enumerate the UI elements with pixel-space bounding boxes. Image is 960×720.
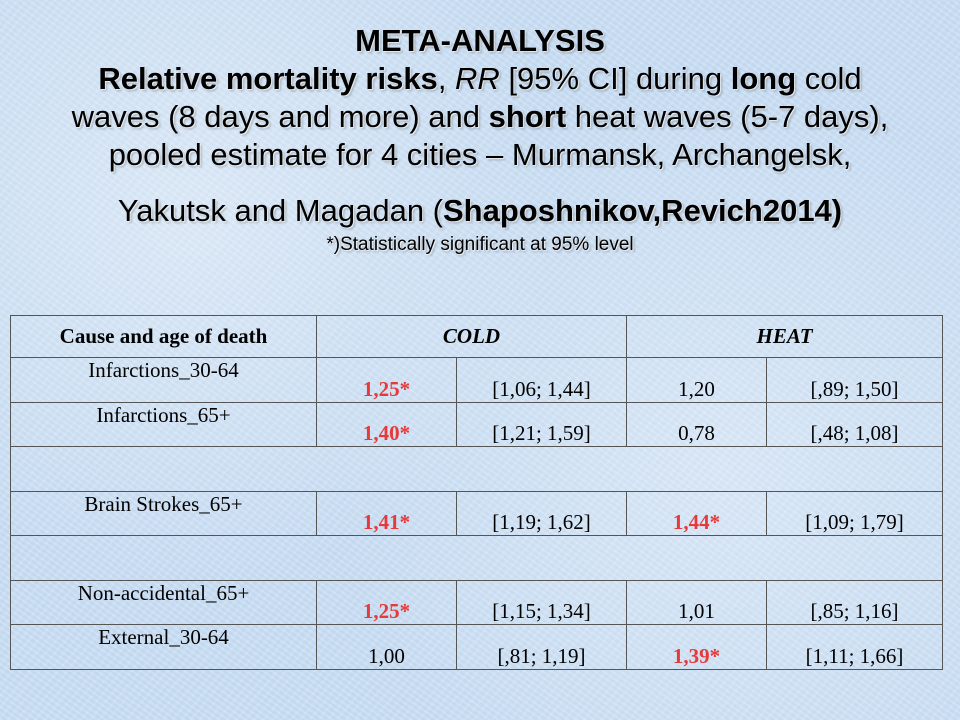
title-line-3: waves (8 days and more) and short heat w… [71, 99, 889, 134]
title-line-4: pooled estimate for 4 cities – Murmansk,… [108, 137, 852, 172]
slide-title-block: META-ANALYSIS Relative mortality risks, … [40, 22, 920, 256]
cause-cell: Brain Strokes_65+ [10, 490, 317, 537]
heat-ci-cell: [1,11; 1,66] [766, 624, 944, 670]
title-line-5: Yakutsk and Magadan (Shaposhnikov,Revich… [117, 193, 843, 228]
title-heading: META-ANALYSIS [355, 23, 605, 58]
cause-cell: Infarctions_65+ [10, 401, 317, 448]
table-row: Brain Strokes_65+ 1,41* [1,19; 1,62] 1,4… [10, 490, 944, 537]
header-cold: COLD [315, 314, 628, 359]
heat-rr-cell: 1,20 [626, 357, 768, 403]
cold-rr-cell: 1,00 [316, 624, 457, 670]
table-header-row: Cause and age of death COLD HEAT [10, 314, 944, 359]
heat-ci-cell: [1,09; 1,79] [766, 490, 944, 537]
title-line-2: Relative mortality risks, RR [95% CI] du… [98, 61, 862, 96]
cause-cell: Infarctions_30-64 [10, 357, 317, 403]
table-row: Non-accidental_65+ 1,25* [1,15; 1,34] 1,… [10, 579, 944, 626]
heat-ci-cell: [,89; 1,50] [766, 357, 944, 403]
heat-ci-cell: [,48; 1,08] [766, 401, 944, 448]
header-cause: Cause and age of death [10, 314, 317, 359]
spacer-row [9, 535, 944, 581]
significance-footnote: *)Statistically significant at 95% level [326, 234, 634, 255]
table-row: Infarctions_65+ 1,40* [1,21; 1,59] 0,78 … [10, 401, 944, 448]
heat-rr-cell: 0,78 [626, 401, 768, 448]
results-table: Cause and age of death COLD HEAT Infarct… [9, 314, 944, 670]
cold-rr-cell: 1,41* [316, 490, 457, 537]
cold-rr-cell: 1,25* [316, 579, 457, 626]
cold-rr-cell: 1,40* [316, 401, 457, 448]
spacer-cell [9, 535, 944, 581]
heat-rr-cell: 1,44* [626, 490, 768, 537]
cold-ci-cell: [1,06; 1,44] [455, 357, 628, 403]
heat-rr-cell: 1,01 [626, 579, 768, 626]
spacer-cell [9, 446, 944, 492]
cold-ci-cell: [1,21; 1,59] [455, 401, 628, 448]
heat-rr-cell: 1,39* [626, 624, 768, 670]
table-row: Infarctions_30-64 1,25* [1,06; 1,44] 1,2… [10, 357, 944, 403]
cold-ci-cell: [1,19; 1,62] [455, 490, 628, 537]
table-row: External_30-64 1,00 [,81; 1,19] 1,39* [1… [10, 624, 944, 670]
cold-ci-cell: [,81; 1,19] [455, 624, 628, 670]
cause-cell: Non-accidental_65+ [10, 579, 317, 626]
heat-ci-cell: [,85; 1,16] [766, 579, 944, 626]
header-heat: HEAT [626, 314, 944, 359]
spacer-row [9, 446, 944, 492]
cold-ci-cell: [1,15; 1,34] [455, 579, 628, 626]
cause-cell: External_30-64 [10, 624, 317, 670]
cold-rr-cell: 1,25* [316, 357, 457, 403]
